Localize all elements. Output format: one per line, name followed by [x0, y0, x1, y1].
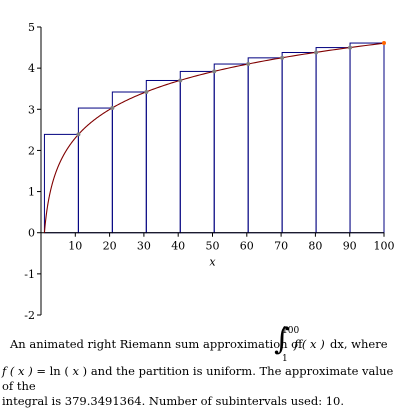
integral-expression: ∫ 100 1 f ( x )	[274, 322, 328, 364]
riemann-rect-5	[179, 70, 215, 234]
sample-point-1	[76, 132, 81, 137]
integrand: f ( x )	[294, 337, 325, 351]
riemann-rect-1	[43, 133, 79, 234]
x-tick-label: 30	[137, 240, 151, 253]
y-tick-label: -1	[24, 268, 35, 281]
sample-point-4	[178, 78, 183, 83]
sample-point-7	[280, 55, 285, 60]
x-tick-label: 80	[308, 240, 322, 253]
sample-point-10	[382, 41, 386, 46]
sample-point-2	[110, 106, 115, 111]
integral-lower-limit: 1	[282, 354, 288, 364]
axes-layer	[40, 27, 384, 315]
riemann-rect-3	[111, 91, 147, 234]
sample-point-5	[212, 69, 217, 74]
y-tick-label: 1	[28, 186, 35, 199]
x-tick-label: 100	[374, 240, 395, 253]
sample-point-3	[144, 90, 149, 95]
integral-upper-limit: 100	[282, 326, 300, 336]
caption-fx: f ( x )	[2, 364, 33, 378]
x-tick-label: 60	[240, 240, 254, 253]
ln-curve	[43, 42, 385, 233]
riemann-rect-6	[213, 63, 249, 234]
caption: An animated right Riemann sum approximat…	[2, 322, 398, 409]
caption-rest: ) and the partition is uniform. The appr…	[2, 364, 394, 393]
curve-layer	[43, 42, 385, 233]
x-tick-label: 40	[171, 240, 185, 253]
sample-point-6	[246, 62, 251, 67]
caption-differential: dx, where	[330, 337, 388, 351]
caption-text-start: An animated right Riemann sum approximat…	[10, 337, 303, 351]
y-tick-label: -2	[24, 309, 35, 320]
caption-line-1: An animated right Riemann sum approximat…	[2, 322, 398, 364]
x-tick-label: 50	[206, 240, 220, 253]
ticks-layer: 10 20 30 40 50 60 70 80 90 100 -2 -1 0 1 2 3 4 5	[24, 21, 394, 320]
riemann-rect-4	[145, 79, 181, 234]
x-tick-label: 70	[274, 240, 288, 253]
sample-point-8	[314, 50, 319, 55]
riemann-rect-10	[349, 42, 385, 234]
riemann-rect-8	[281, 52, 317, 234]
caption-line-2: f ( x ) = ln ( x ) and the partition is …	[2, 364, 398, 394]
points-layer	[76, 41, 386, 137]
caption-line-3: integral is 379.3491364. Number of subin…	[2, 394, 345, 408]
riemann-rect-2	[77, 107, 113, 234]
y-tick-label: 3	[28, 103, 35, 116]
y-tick-label: 5	[28, 21, 35, 34]
x-tick-label: 90	[343, 240, 357, 253]
caption-eq: = ln (	[32, 364, 73, 378]
integral-sign-icon: ∫	[274, 322, 290, 357]
riemann-sum-chart: 10 20 30 40 50 60 70 80 90 100 -2 -1 0 1 2 3 4 5 x	[24, 21, 394, 320]
y-tick-label: 2	[28, 144, 35, 157]
x-tick-label: 20	[103, 240, 117, 253]
riemann-rect-7	[247, 57, 283, 234]
x-axis-label: x	[209, 256, 216, 269]
x-tick-label: 10	[68, 240, 82, 253]
sample-point-9	[348, 45, 353, 50]
caption-x: x	[72, 364, 80, 378]
y-tick-label: 4	[28, 62, 35, 75]
y-tick-label: 0	[28, 227, 35, 240]
riemann-rect-9	[315, 47, 351, 234]
